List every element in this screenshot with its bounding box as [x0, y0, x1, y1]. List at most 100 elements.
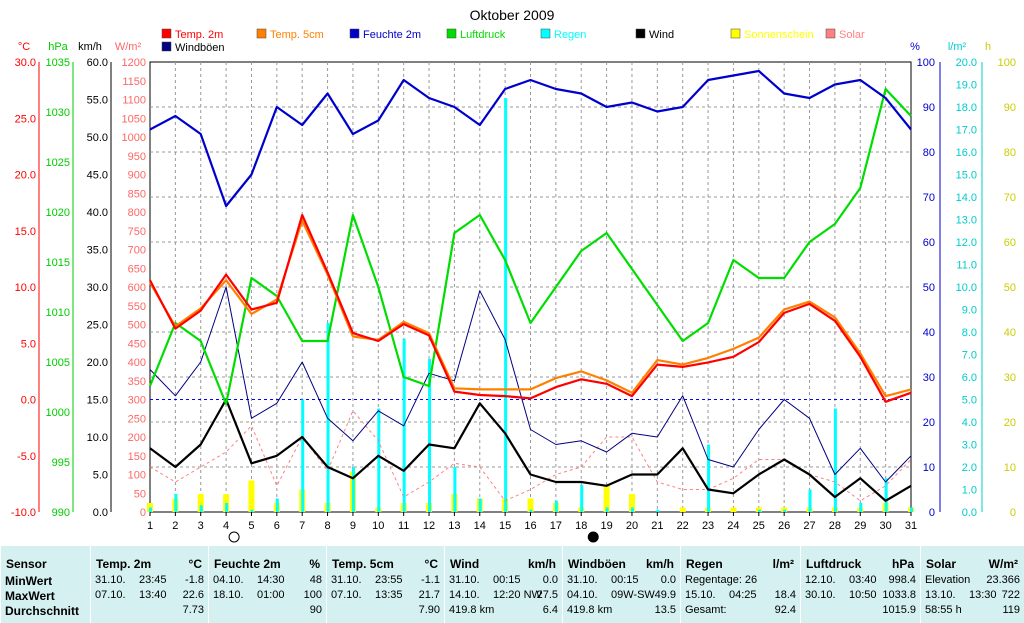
stats-section: Feuchte 2m% 04.10. 14:30 48 18.10. 01:00 100 90 — [208, 546, 326, 623]
series-windb-en — [149, 286, 912, 483]
wind-unit-label: km/h — [78, 41, 102, 53]
stats-row: Regentage: 26 — [685, 574, 796, 590]
stats-cell: Gesamt: — [685, 604, 727, 616]
rain-tick-label: 13.0 — [956, 215, 977, 227]
sunshine-bar — [527, 498, 534, 512]
rain-tick-label: 16.0 — [956, 147, 977, 159]
stats-cell: 998.4 — [888, 574, 916, 586]
stats-section: Wind km/h 31.10. 00:15 0.0 14.10. 12:20 NW 27.5… — [444, 546, 562, 623]
stats-cell: 30.10. — [805, 589, 836, 601]
solar-tick-label: 250 — [128, 413, 146, 425]
rain-bar — [529, 509, 533, 512]
temperature-unit-label: °C — [18, 41, 30, 53]
rain-bar — [757, 509, 761, 512]
stats-header: Temp. 5cm — [332, 557, 394, 571]
stats-cell: 58:55 h — [925, 604, 962, 616]
solar-tick-label: 950 — [128, 151, 146, 163]
rain-bar — [504, 98, 508, 512]
rain-tick-label: 14.0 — [956, 192, 977, 204]
legend-swatch — [635, 28, 646, 39]
stats-header: Solar — [926, 557, 957, 571]
x-tick-label: 19 — [600, 520, 612, 532]
rain-bar — [605, 507, 609, 512]
stats-row: Gesamt: 92.4 — [685, 604, 796, 620]
humidity-unit-label: % — [910, 41, 920, 53]
rain-unit-label: l/m² — [948, 41, 967, 53]
wind-tick-label: 25.0 — [87, 320, 108, 332]
stats-cell: 13.10. — [925, 589, 956, 601]
rain-tick-label: 2.0 — [962, 462, 977, 474]
stats-row: 31.10. 00:15 0.0 — [567, 574, 676, 590]
rain-tick-label: 17.0 — [956, 125, 977, 137]
rain-bar — [453, 467, 457, 512]
pressure-tick-label: 995 — [52, 457, 70, 469]
solar-tick-label: 200 — [128, 432, 146, 444]
rain-tick-label: 12.0 — [956, 237, 977, 249]
stats-section: Sensor MinWert MaxWert Durchschnitt — [0, 546, 90, 623]
x-tick-label: 3 — [198, 520, 204, 532]
temperature-tick-label: -10.0 — [11, 507, 36, 519]
stats-cell: 14.10. — [449, 589, 480, 601]
rain-bar — [478, 498, 482, 512]
temperature-tick-label: 30.0 — [15, 57, 36, 69]
pressure-tick-label: 990 — [52, 507, 70, 519]
x-tick-label: 17 — [550, 520, 562, 532]
x-tick-label: 25 — [753, 520, 765, 532]
x-tick-label: 30 — [880, 520, 892, 532]
stats-row: 14.10. 12:20 NW 27.5 — [449, 589, 558, 605]
temperature-tick-label: 25.0 — [15, 113, 36, 125]
wind-tick-label: 60.0 — [87, 57, 108, 69]
sunshine-tick-label: 10 — [1004, 462, 1016, 474]
rain-bar — [707, 444, 711, 512]
stats-cell: 04:25 — [729, 589, 757, 601]
rain-tick-label: 20.0 — [956, 57, 977, 69]
rain-bar — [301, 399, 305, 512]
stats-cell: 7.90 — [418, 604, 440, 616]
humidity-tick-label: 80 — [923, 147, 935, 159]
x-tick-label: 5 — [248, 520, 254, 532]
stats-row: 04.10. 14:30 48 — [213, 574, 322, 590]
stats-cell: 48 — [309, 574, 322, 586]
x-tick-label: 31 — [905, 520, 917, 532]
stats-row: Elevation 23.366 — [925, 574, 1020, 590]
legend-label: Windböen — [175, 42, 225, 54]
stats-section: Regen l/m² Regentage: 26 15.10. 04:25 18.4 Ges… — [680, 546, 800, 623]
x-tick-label: 20 — [626, 520, 638, 532]
x-tick-label: 14 — [474, 520, 486, 532]
humidity-tick-label: 30 — [923, 372, 935, 384]
sunshine-tick-label: 90 — [1004, 102, 1016, 114]
sunshine-tick-label: 0 — [1010, 507, 1016, 519]
stats-cell: 07.10. — [331, 589, 362, 601]
rain-bar — [275, 498, 279, 512]
pressure-tick-label: 1005 — [46, 357, 70, 369]
stats-section: Luftdruck hPa 12.10. 03:40 998.4 30.10. 10:50 1… — [800, 546, 920, 623]
x-tick-label: 22 — [677, 520, 689, 532]
stats-cell: 119 — [1002, 604, 1020, 616]
rain-tick-label: 1.0 — [962, 485, 977, 497]
sunshine-tick-label: 70 — [1004, 192, 1016, 204]
x-tick-label: 18 — [575, 520, 587, 532]
legend-label: Temp. 5cm — [270, 29, 324, 41]
rain-tick-label: 19.0 — [956, 80, 977, 92]
stats-row: 31.10. 23:45 -1.8 — [95, 574, 204, 590]
stats-row: 07.10. 13:40 22.6 — [95, 589, 204, 605]
solar-tick-label: 350 — [128, 376, 146, 388]
x-tick-label: 7 — [299, 520, 305, 532]
x-tick-label: 24 — [727, 520, 739, 532]
legend-label: Sonnenschein — [744, 29, 814, 41]
rain-bar — [783, 509, 787, 512]
x-tick-label: 1 — [147, 520, 153, 532]
stats-cell: 01:00 — [257, 589, 285, 601]
stats-section: Solar W/m² Elevation 23.366 13.10. 13:30 722 58… — [920, 546, 1024, 623]
stats-row: 7.73 — [95, 604, 204, 620]
stats-cell: 419.8 km — [567, 604, 613, 616]
stats-header: Feuchte 2m — [214, 557, 281, 571]
sunshine-tick-label: 60 — [1004, 237, 1016, 249]
rain-bar — [250, 509, 254, 512]
rain-bar — [808, 489, 812, 512]
stats-row: 07.10. 13:35 21.7 — [331, 589, 440, 605]
solar-tick-label: 900 — [128, 170, 146, 182]
legend-label: Wind — [649, 29, 674, 41]
legend-label: Regen — [554, 29, 586, 41]
